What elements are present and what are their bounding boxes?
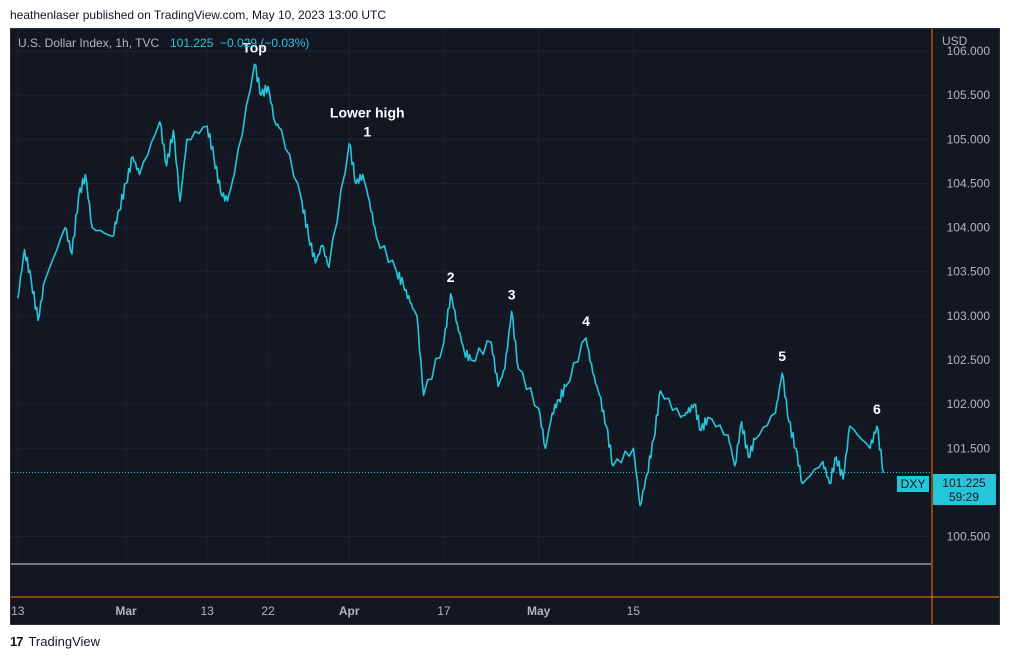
annotation-label: 5 — [778, 348, 786, 364]
x-tick-label: 15 — [627, 604, 641, 618]
y-tick-label: 105.000 — [947, 132, 991, 146]
legend-price: 101.225 — [170, 36, 214, 50]
annotation-label: 6 — [873, 401, 881, 417]
annotation-label: 4 — [582, 313, 590, 329]
y-tick-label: 102.000 — [947, 397, 991, 411]
x-tick-label: Mar — [115, 604, 137, 618]
series-line — [17, 63, 885, 507]
grid-lines — [11, 29, 931, 563]
tag-symbol: DXY — [901, 477, 926, 491]
annotation-label: 2 — [447, 269, 455, 285]
currency-label: USD — [942, 34, 968, 48]
x-tick-label: 13 — [200, 604, 214, 618]
y-tick-label: 103.000 — [947, 309, 991, 323]
y-tick-label: 102.500 — [947, 353, 991, 367]
tradingview-logo-icon: 17 — [10, 634, 24, 649]
brand-name: TradingView — [28, 634, 101, 649]
tag-symbol-bg — [897, 476, 929, 492]
legend-symbol: U.S. Dollar Index, 1h, TVC — [18, 36, 160, 50]
y-tick-label: 101.500 — [947, 441, 991, 455]
annotation-label: Top — [242, 39, 267, 55]
y-tick-label: 100.500 — [947, 530, 991, 544]
y-tick-label: 105.500 — [947, 88, 991, 102]
last-price-tag: DXY 101.225 59:29 — [897, 474, 996, 505]
chart-frame — [10, 28, 1000, 625]
time-axis: 13 Mar 13 22 Apr 17 May 15 — [11, 604, 640, 618]
tag-price-bg — [933, 474, 996, 505]
x-tick-label: 13 — [11, 604, 25, 618]
annotation-label: Lower high — [330, 105, 405, 121]
y-tick-label: 104.000 — [947, 221, 991, 235]
x-tick-label: Apr — [339, 604, 360, 618]
x-tick-label: 22 — [261, 604, 275, 618]
publish-header: heathenlaser published on TradingView.co… — [10, 8, 387, 22]
annotations: Top Lower high 1 2 3 4 5 6 — [242, 39, 881, 417]
pane-separators — [11, 29, 999, 624]
annotation-label: 3 — [508, 286, 516, 302]
chart-legend: U.S. Dollar Index, 1h, TVC 101.225 −0.02… — [18, 36, 309, 50]
y-tick-label: 103.500 — [947, 265, 991, 279]
x-tick-label: 17 — [437, 604, 451, 618]
y-tick-label: 104.500 — [947, 176, 991, 190]
tag-countdown: 59:29 — [949, 490, 979, 504]
price-axis: 106.000 105.500 105.000 104.500 104.000 103.5… — [947, 44, 991, 543]
y-tick-label: 106.000 — [947, 44, 991, 58]
x-tick-label: May — [527, 604, 551, 618]
annotation-number: 1 — [363, 124, 371, 140]
legend-change: −0.029 (−0.03%) — [220, 36, 309, 50]
footer-brand[interactable]: 17 TradingView — [10, 634, 100, 649]
tag-price: 101.225 — [942, 476, 986, 490]
